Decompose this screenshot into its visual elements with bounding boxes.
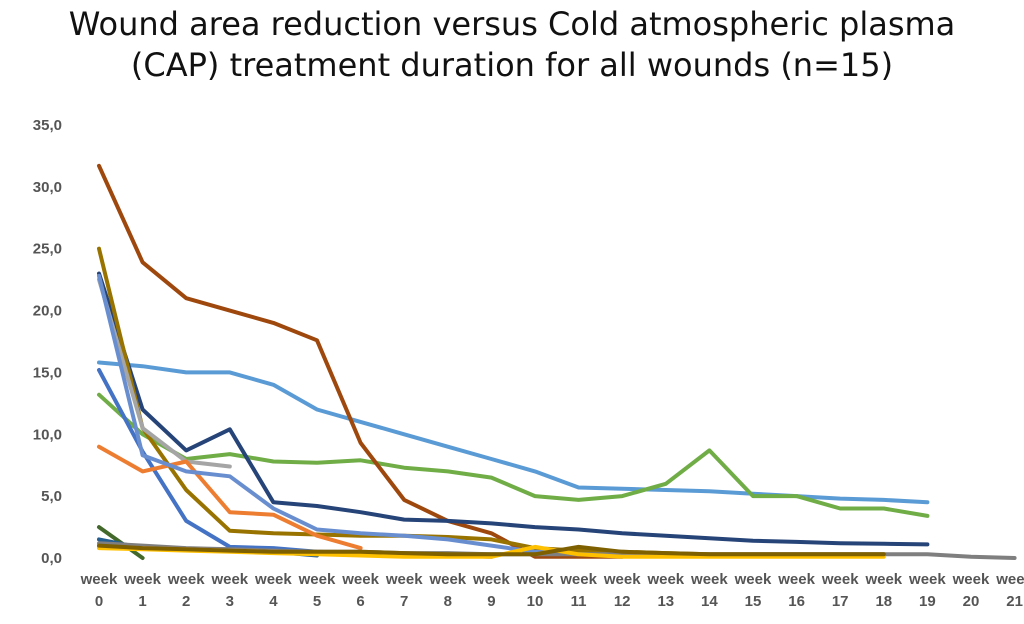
x-tick-label-week: week: [516, 571, 554, 588]
x-tick-label-number: 10: [527, 593, 544, 610]
x-tick-label-number: 5: [313, 593, 321, 610]
series-line-2: [97, 392, 930, 518]
y-axis: 0,0 5,0 10,0 15,0 20,0 25,0 30,0 35,0: [33, 117, 62, 567]
x-tick-label-number: 11: [571, 593, 587, 610]
x-tick-label-number: 16: [788, 593, 805, 610]
series-line-15: [97, 543, 886, 557]
x-tick-label-week: week: [777, 571, 815, 588]
y-tick-label: 15,0: [33, 364, 62, 381]
x-tick-label-number: 0: [95, 593, 103, 610]
x-tick-label-number: 4: [269, 593, 278, 610]
x-tick-label-week: week: [167, 571, 205, 588]
x-tick-label-week: week: [952, 571, 990, 588]
x-tick-label-week: week: [123, 571, 161, 588]
series-line-4: [97, 271, 930, 547]
x-tick-label-week: week: [734, 571, 772, 588]
x-tick-label-number: 14: [701, 593, 718, 610]
y-tick-label: 30,0: [33, 179, 62, 196]
x-tick-label-week: week: [864, 571, 902, 588]
x-axis: week 0 week 1 week 2 week 3 week 4 week 5 week 6 week 7…: [80, 571, 1024, 610]
x-tick-label-number: 3: [226, 593, 234, 610]
x-tick-label-week: week: [254, 571, 292, 588]
x-tick-label-week: week: [298, 571, 336, 588]
chart-title: Wound area reduction versus Cold atmosph…: [0, 0, 1024, 86]
y-tick-label: 5,0: [41, 488, 62, 505]
y-tick-label: 20,0: [33, 303, 62, 320]
x-tick-label-number: 18: [875, 593, 892, 610]
x-tick-label-number: 12: [614, 593, 631, 610]
x-tick-label-week: week: [821, 571, 859, 588]
x-tick-label-week: week: [80, 571, 118, 588]
x-tick-label-number: 9: [487, 593, 495, 610]
chart-title-line-1: Wound area reduction versus Cold atmosph…: [68, 5, 956, 43]
x-tick-label-week: week: [428, 571, 466, 588]
x-tick-label-week: week: [908, 571, 946, 588]
y-tick-label: 35,0: [33, 117, 62, 134]
x-tick-label-week: week: [210, 571, 248, 588]
x-tick-label-number: 20: [963, 593, 980, 610]
y-tick-label: 25,0: [33, 241, 62, 258]
series-line-9: [97, 273, 625, 558]
x-tick-label-week: week: [472, 571, 510, 588]
x-tick-label-week: week: [646, 571, 684, 588]
series-line-7: [97, 277, 232, 469]
x-tick-label-number: 13: [657, 593, 674, 610]
x-tick-label-number: 19: [919, 593, 936, 610]
x-tick-label-week: week: [559, 571, 597, 588]
series-line-3: [97, 163, 625, 559]
x-tick-label-number: 7: [400, 593, 408, 610]
x-tick-label-number: 1: [138, 593, 146, 610]
x-tick-label-number: 6: [356, 593, 364, 610]
x-tick-label-week: week: [995, 571, 1024, 588]
x-tick-label-number: 15: [745, 593, 762, 610]
x-tick-label-week: week: [690, 571, 728, 588]
series-lines: [97, 163, 1017, 560]
x-tick-label-week: week: [385, 571, 423, 588]
series-line-5: [97, 246, 886, 557]
x-tick-label-number: 2: [182, 593, 190, 610]
chart-title-line-2: (CAP) treatment duration for all wounds …: [130, 46, 894, 84]
x-tick-label-number: 8: [444, 593, 452, 610]
x-tick-label-week: week: [603, 571, 641, 588]
y-tick-label: 10,0: [33, 426, 62, 443]
x-tick-label-week: week: [341, 571, 379, 588]
x-tick-label-number: 17: [832, 593, 849, 610]
series-line-8: [97, 444, 363, 551]
x-tick-label-number: 21: [1006, 593, 1023, 610]
y-tick-label: 0,0: [41, 550, 62, 567]
